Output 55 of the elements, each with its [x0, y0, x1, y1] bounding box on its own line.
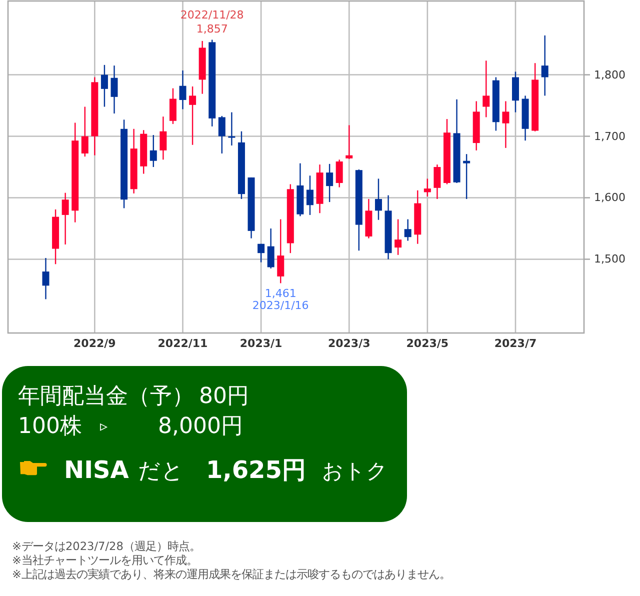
candlestick	[169, 88, 176, 125]
candlestick	[424, 178, 431, 198]
text: ※上記は過去の実績であり、将来の運用成果を保証または示唆するものではありません。	[12, 568, 450, 581]
text: 年間配当金（予）	[18, 384, 194, 409]
text: 8,000円	[158, 414, 243, 439]
text: ▹	[100, 417, 108, 435]
candlestick	[179, 70, 186, 110]
candlestick	[150, 134, 157, 168]
candlestick	[326, 163, 334, 203]
candlestick	[346, 124, 353, 160]
x-tick-label: 2022/11	[158, 337, 208, 350]
candlestick	[404, 218, 412, 242]
candlestick	[463, 153, 470, 200]
candlestick	[306, 175, 314, 216]
text: だと	[138, 459, 184, 484]
candlestick	[541, 34, 548, 96]
candlestick	[277, 218, 284, 284]
y-tick-label: 1,500	[594, 252, 626, 266]
text: ※データは2023/7/28（週足）時点。	[12, 540, 200, 553]
candlestick	[189, 86, 196, 146]
text: 100株	[18, 414, 82, 439]
x-tick-label: 2023/5	[406, 337, 449, 350]
candlestick	[336, 159, 343, 188]
candlestick	[394, 218, 402, 256]
y-tick-label: 1,800	[594, 68, 626, 82]
candlestick	[100, 64, 108, 108]
x-tick-label: 2023/1	[240, 337, 282, 350]
text: ※当社チャートツールを用いて作成。	[12, 554, 198, 567]
candlestick	[62, 192, 69, 246]
candlestick	[482, 60, 490, 118]
text: 80円	[199, 384, 249, 409]
candlestick	[512, 71, 519, 113]
annotation: 2022/11/28	[180, 8, 244, 22]
annotation: 2023/1/16	[252, 299, 309, 312]
x-tick-label: 2023/7	[494, 337, 537, 350]
candlestick	[228, 112, 236, 146]
candlestick	[267, 228, 274, 270]
text: 1,625円	[206, 456, 306, 484]
x-tick-label: 2022/9	[74, 337, 116, 350]
candlestick	[258, 243, 265, 263]
text: おトク	[322, 459, 388, 483]
candlestick	[110, 64, 118, 114]
candlestick	[374, 178, 382, 220]
x-tick-label: 2023/3	[328, 337, 370, 350]
y-tick-label: 1,700	[594, 130, 626, 143]
annotation: 1,857	[196, 22, 228, 36]
candlestick	[42, 257, 50, 300]
candlestick	[434, 164, 441, 200]
candlestick	[218, 115, 226, 154]
y-tick-label: 1,600	[594, 191, 626, 204]
annotation: 1,461	[264, 287, 296, 300]
text: NISA	[64, 456, 130, 484]
candlestick	[502, 100, 510, 149]
candlestick	[160, 116, 167, 160]
candlestick	[81, 106, 88, 158]
